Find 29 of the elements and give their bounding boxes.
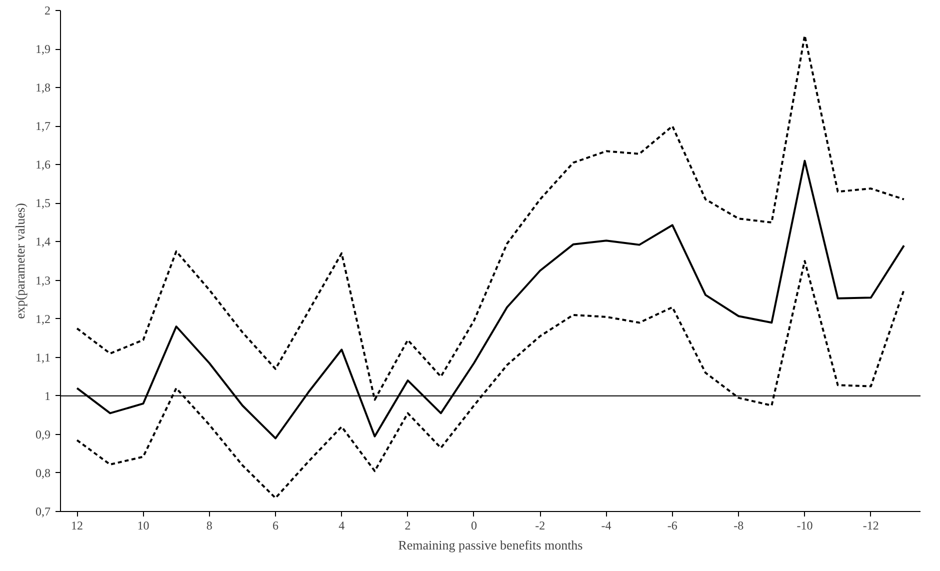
x-tick-label: 2 (404, 518, 411, 532)
y-tick-label: 1,9 (36, 42, 50, 56)
x-tick-label: -8 (734, 518, 744, 532)
x-tick-label: 10 (137, 518, 150, 532)
y-tick-label: 0,8 (36, 466, 50, 480)
x-tick-label: 0 (470, 518, 477, 532)
x-tick-label: 6 (272, 518, 278, 532)
y-tick-label: 1,3 (36, 273, 50, 288)
x-tick-label: -12 (862, 518, 879, 532)
y-tick-label: 0,9 (36, 427, 50, 442)
y-tick-label: 1,5 (36, 196, 50, 210)
x-tick-label: 4 (338, 518, 345, 532)
x-tick-label: -10 (796, 518, 813, 532)
y-tick-label: 2 (44, 4, 50, 18)
x-tick-label: 12 (71, 518, 84, 532)
x-tick-label: 8 (206, 518, 212, 532)
x-tick-label: -6 (667, 518, 678, 532)
y-tick-label: 1,4 (36, 234, 50, 249)
y-tick-label: 1,2 (36, 312, 50, 326)
y-tick-label: 0,7 (36, 504, 50, 518)
y-tick-label: 1,1 (36, 350, 50, 364)
y-axis-title: exp(parameter values) (12, 203, 28, 319)
y-tick-label: 1,8 (36, 80, 50, 95)
x-axis-title: Remaining passive benefits months (398, 538, 583, 552)
x-tick-label: -2 (535, 518, 546, 532)
x-tick-label: -4 (601, 518, 612, 532)
y-tick-label: 1 (44, 388, 50, 403)
y-tick-label: 1,6 (36, 158, 50, 172)
y-tick-label: 1,7 (36, 119, 50, 134)
